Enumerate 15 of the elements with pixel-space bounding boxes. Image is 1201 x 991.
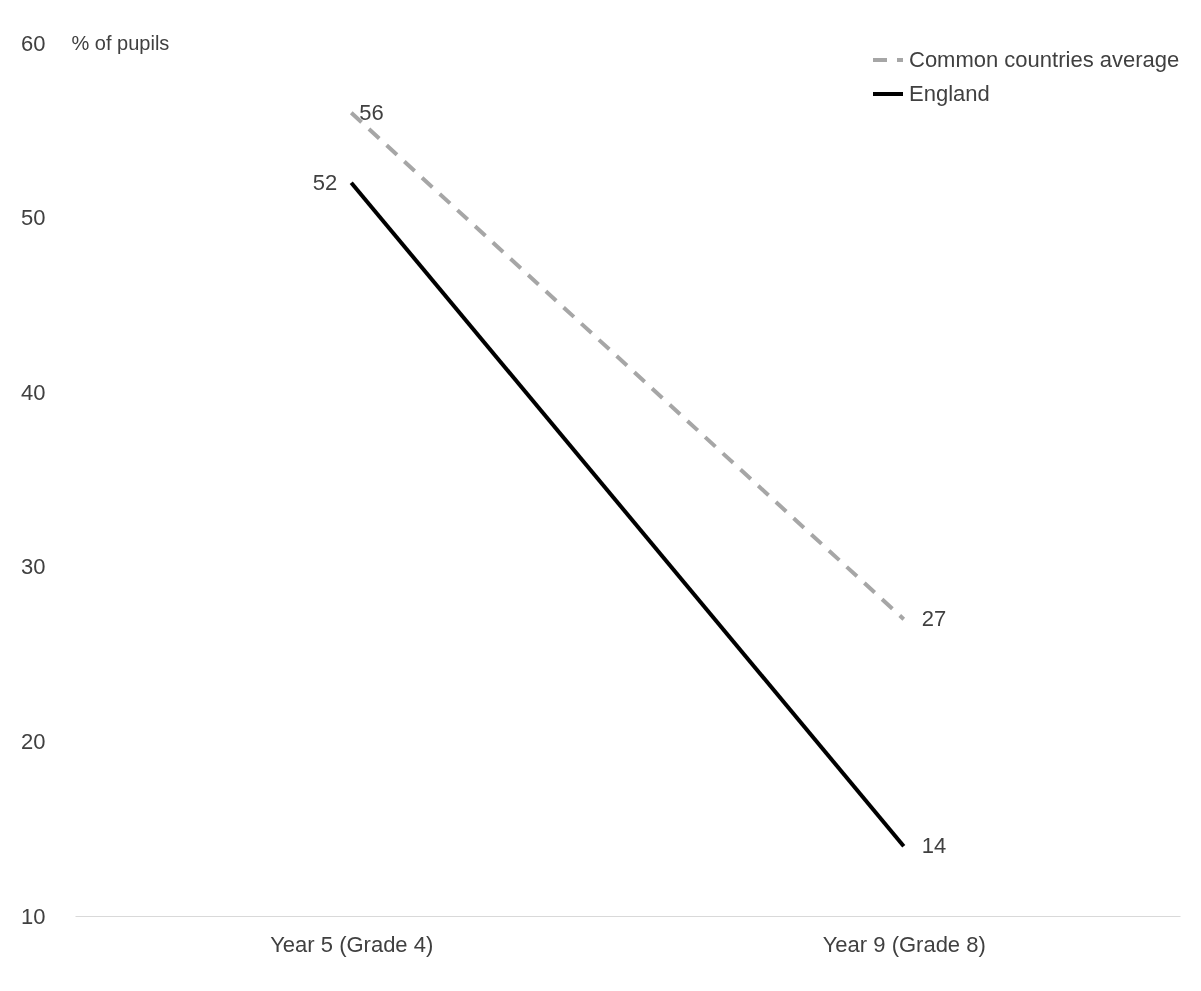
y-axis-title: % of pupils (71, 31, 170, 54)
data-label: 27 (921, 606, 947, 632)
y-tick-label: 50 (21, 205, 46, 231)
data-label: 52 (312, 169, 338, 195)
y-tick-label: 20 (21, 728, 46, 754)
y-tick-label: 40 (21, 379, 46, 405)
data-label: 14 (921, 833, 947, 859)
legend-label: England (909, 81, 990, 106)
legend-label: Common countries average (909, 47, 1180, 72)
x-tick-label: Year 9 (Grade 8) (822, 931, 986, 957)
y-tick-label: 60 (21, 30, 46, 56)
y-tick-label: 30 (21, 554, 46, 580)
y-tick-label: 10 (21, 903, 46, 929)
x-tick-label: Year 5 (Grade 4) (270, 931, 434, 957)
data-label: 56 (359, 99, 384, 125)
